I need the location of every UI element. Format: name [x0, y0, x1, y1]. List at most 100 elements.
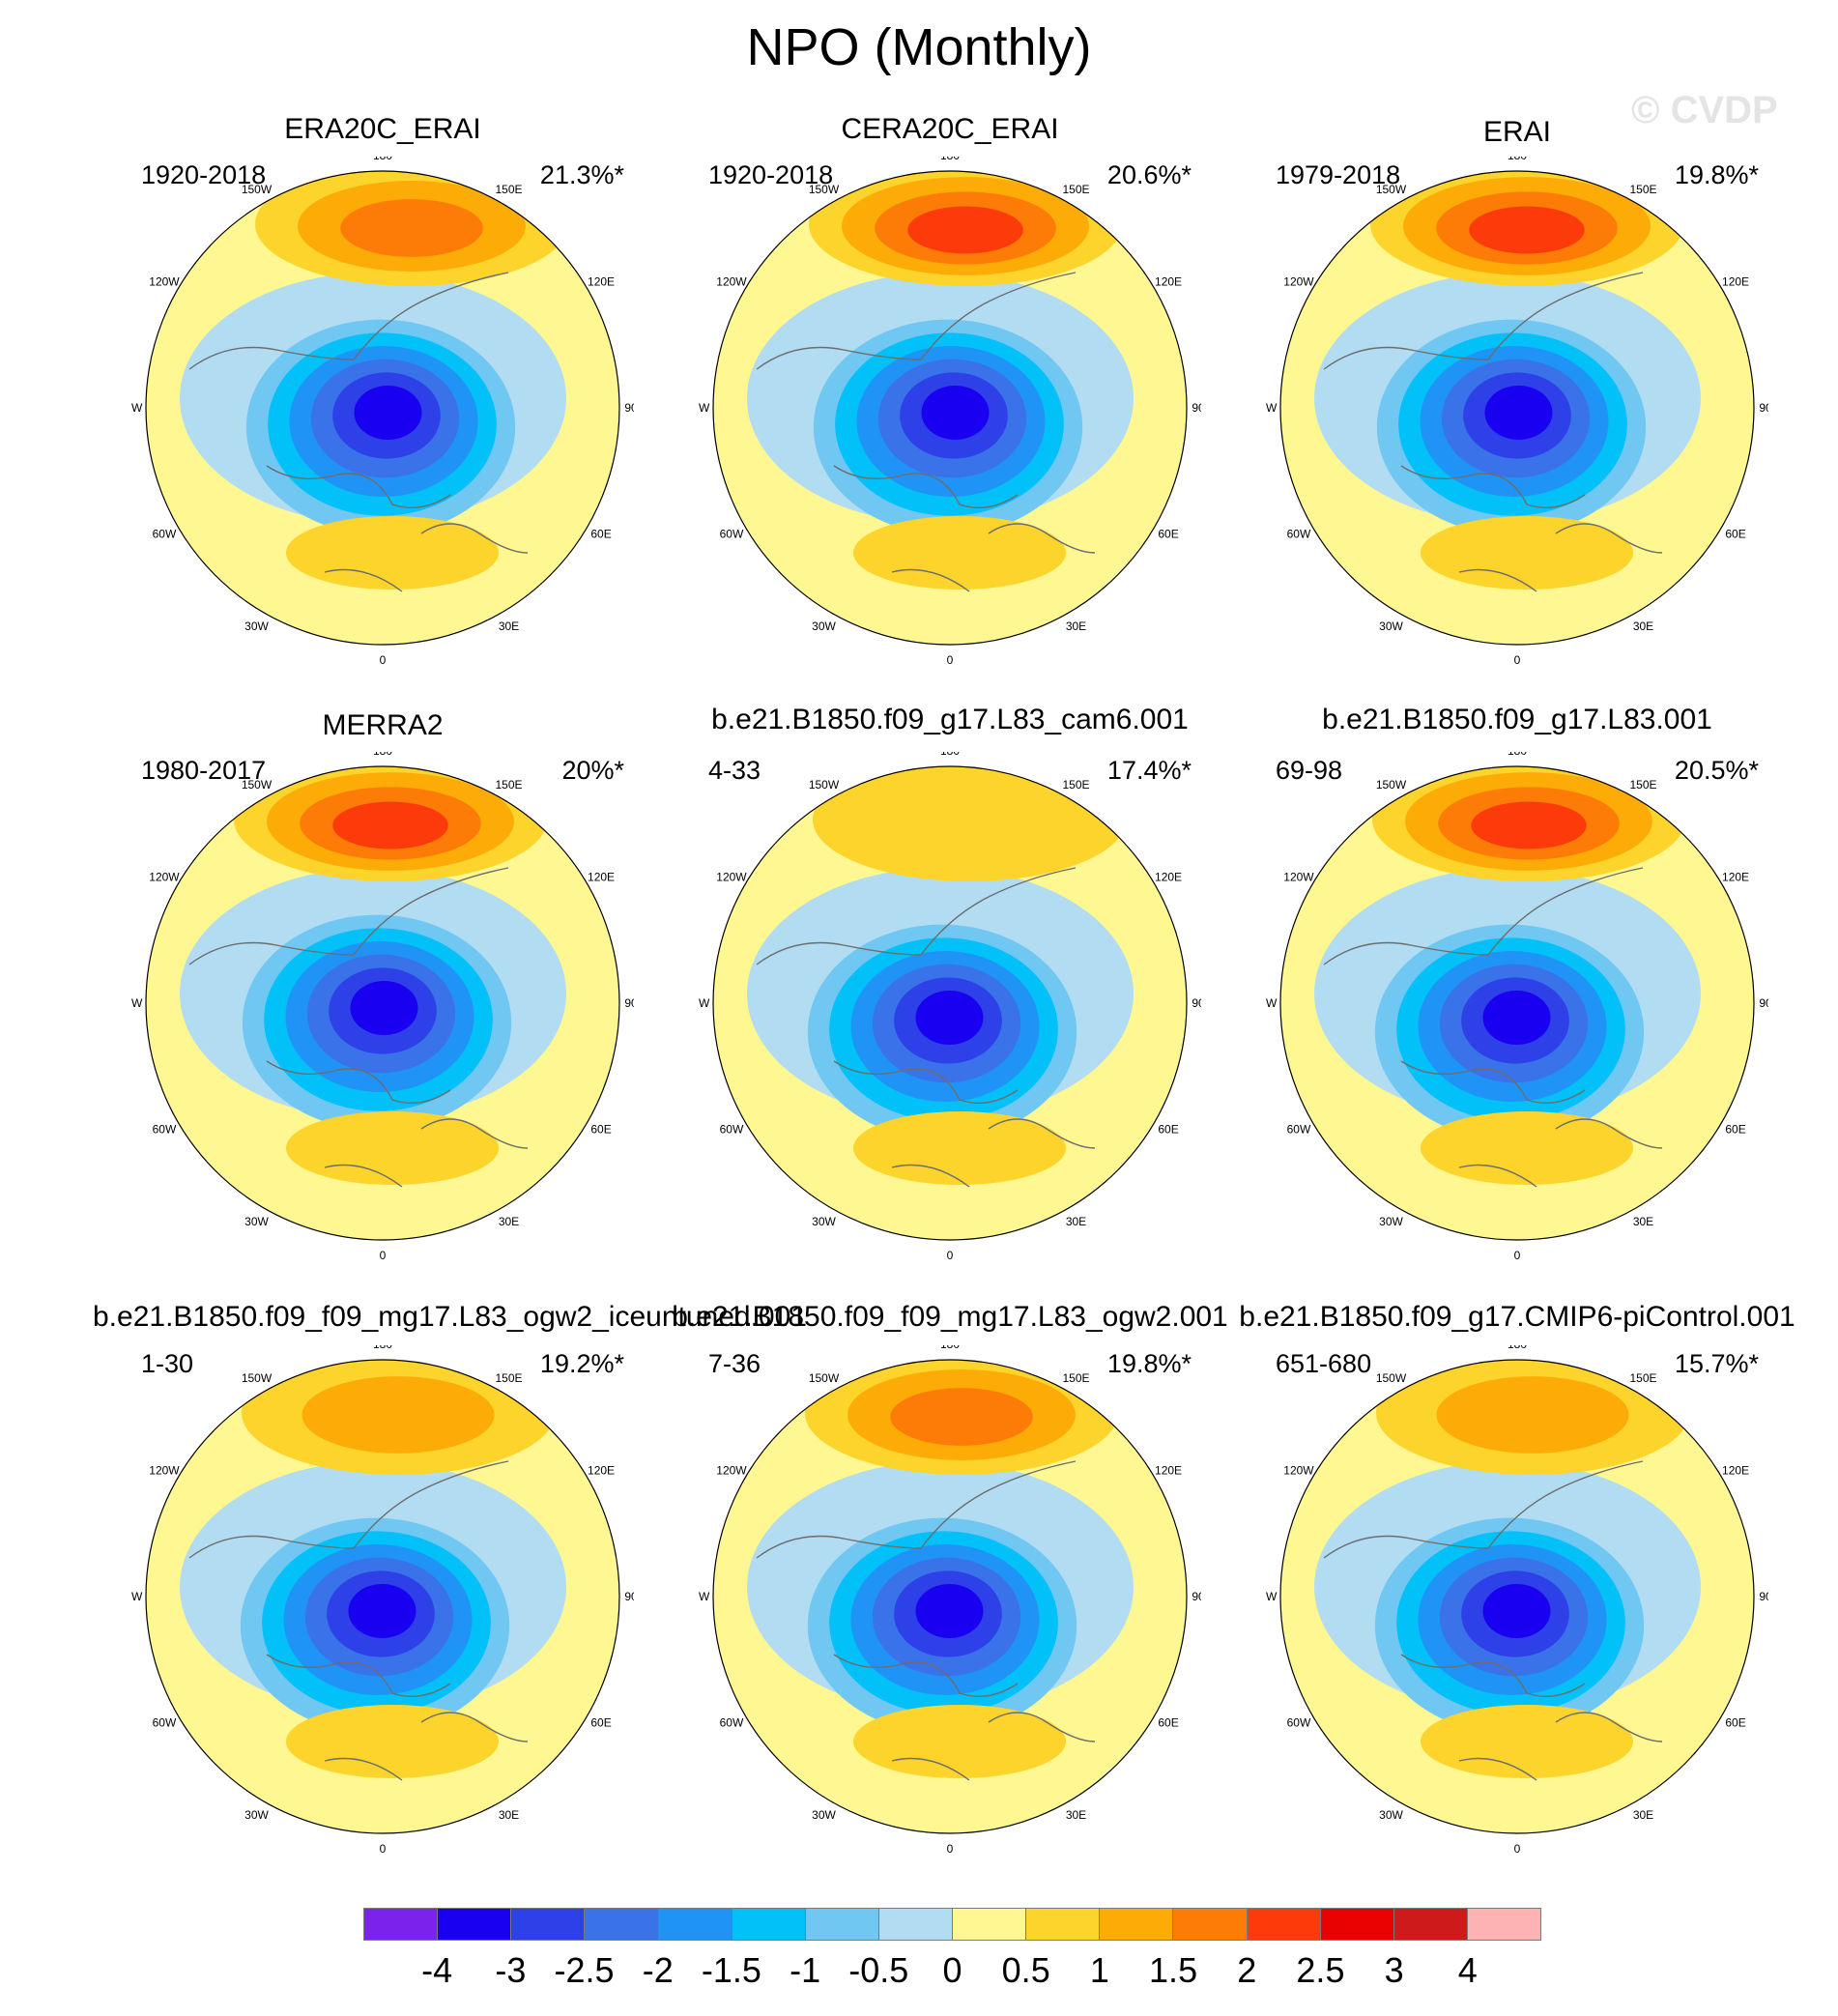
- longitude-label: 30E: [499, 1808, 519, 1822]
- polar-map: 180 150E 120E 90E 60E 30E 0 30W 60W 90W 120W 150W: [699, 1345, 1201, 1856]
- map-boundary: [145, 170, 620, 646]
- map-boundary: [1279, 765, 1755, 1241]
- map-boundary: [712, 765, 1188, 1241]
- colorbar-tick-label: 2.5: [1296, 1950, 1345, 1990]
- colorbar-swatch: [363, 1908, 439, 1941]
- colorbar-swatch: [1173, 1908, 1248, 1941]
- longitude-label: 120E: [588, 871, 615, 884]
- longitude-label: 120W: [716, 871, 747, 884]
- longitude-label: 60W: [1287, 1123, 1311, 1137]
- negative-contour-fill: [350, 981, 418, 1035]
- positive-contour-fill: [332, 801, 448, 850]
- map-boundary: [1279, 1359, 1755, 1834]
- longitude-label: 120W: [716, 1464, 747, 1478]
- longitude-label: 150W: [242, 183, 273, 196]
- positive-contour-fill: [1421, 516, 1633, 590]
- longitude-label: 30E: [1633, 619, 1653, 633]
- colorbar-swatch: [878, 1908, 953, 1941]
- positive-contour-fill: [853, 1705, 1066, 1778]
- longitude-label: 0: [380, 1842, 387, 1856]
- panel-title: ERA20C_ERAI: [284, 113, 481, 145]
- polar-map: 180 150E 120E 90E 60E 30E 0 30W 60W 90W 120W 150W: [131, 157, 634, 667]
- longitude-label: 30W: [244, 1808, 269, 1822]
- panel-title: b.e21.B1850.f09_g17.CMIP6-piControl.001: [1239, 1301, 1795, 1333]
- positive-contour-fill: [1436, 1376, 1629, 1454]
- longitude-label: 120W: [1283, 275, 1314, 289]
- coastline: [756, 1460, 1096, 1781]
- longitude-label: 180: [373, 752, 392, 758]
- longitude-label: 150E: [1062, 183, 1089, 196]
- map-panel: b.e21.B1850.f09_g17.L83.00169-9820.5%*18…: [1227, 704, 1807, 1322]
- longitude-label: 150E: [1062, 778, 1089, 792]
- map-boundary: [712, 170, 1188, 646]
- longitude-label: 120W: [716, 275, 747, 289]
- longitude-label: 60W: [153, 1716, 177, 1730]
- longitude-label: 150W: [1376, 183, 1407, 196]
- positive-contour-fill: [1471, 801, 1587, 850]
- colorbar-swatch: [585, 1908, 659, 1941]
- map-panel: b.e21.B1850.f09_g17.CMIP6-piControl.001 6…: [1227, 1297, 1807, 1915]
- longitude-label: 90W: [131, 996, 143, 1010]
- longitude-label: 180: [940, 752, 960, 758]
- positive-contour-fill: [907, 206, 1023, 254]
- colorbar-swatch: [1026, 1908, 1101, 1941]
- longitude-label: 120E: [588, 1464, 615, 1478]
- colorbar-tick-label: -2: [642, 1950, 674, 1990]
- longitude-label: 120W: [149, 1464, 180, 1478]
- positive-contour-fill: [853, 1111, 1066, 1185]
- longitude-label: 0: [947, 1249, 954, 1262]
- longitude-label: 30E: [1633, 1808, 1653, 1822]
- panel-title: CERA20C_ERAI: [841, 113, 1059, 145]
- longitude-label: 180: [1508, 752, 1527, 758]
- positive-contour-fill: [286, 516, 499, 590]
- colorbar-swatch: [805, 1908, 879, 1941]
- polar-map: 180 150E 120E 90E 60E 30E 0 30W 60W 90W 120W 150W: [131, 752, 634, 1262]
- negative-contour-fill: [915, 1584, 984, 1638]
- colorbar-tick-label: 2: [1237, 1950, 1257, 1990]
- negative-contour-fill: [1482, 991, 1551, 1045]
- positive-contour-fill: [286, 1705, 499, 1778]
- coastline: [1323, 272, 1663, 592]
- longitude-label: 90W: [131, 401, 143, 415]
- longitude-label: 30W: [1379, 619, 1403, 633]
- panel-title: ERAI: [1482, 116, 1552, 148]
- panel-variance-percent: 20.5%*: [1674, 756, 1759, 785]
- map-panel: b.e21.B1850.f09_g17.L83_cam6.001 4-33 17.4…: [660, 704, 1240, 1322]
- negative-contour-fill: [1484, 386, 1553, 440]
- longitude-label: 30E: [1633, 1215, 1653, 1228]
- panel-variance-percent: 20%*: [561, 756, 624, 785]
- longitude-label: 60E: [590, 1123, 611, 1137]
- colorbar-swatch: [1247, 1908, 1321, 1941]
- panel-period: 1979-2018: [1276, 160, 1401, 189]
- colorbar-swatch: [1320, 1908, 1394, 1941]
- longitude-label: 120E: [1722, 871, 1749, 884]
- coastline: [188, 1460, 529, 1781]
- colorbar-tick-label: -1.5: [701, 1950, 761, 1990]
- polar-map: 180 150E 120E 90E 60E 30E 0 30W 60W 90W 120W 150W: [1266, 752, 1768, 1262]
- longitude-label: 120E: [1155, 275, 1182, 289]
- positive-contour-fill: [853, 516, 1066, 590]
- longitude-label: 90W: [1266, 996, 1278, 1010]
- longitude-label: 60W: [720, 528, 744, 541]
- longitude-label: 180: [373, 157, 392, 162]
- panel-variance-percent: 19.8%*: [1106, 1349, 1192, 1378]
- coastline: [188, 272, 529, 592]
- longitude-label: 120E: [1155, 871, 1182, 884]
- colorbar-swatch: [1100, 1908, 1174, 1941]
- longitude-label: 30W: [1379, 1808, 1403, 1822]
- longitude-label: 120W: [149, 275, 180, 289]
- longitude-label: 150E: [495, 183, 522, 196]
- longitude-label: 90W: [699, 996, 710, 1010]
- longitude-label: 60E: [590, 1716, 611, 1730]
- longitude-label: 150W: [242, 1371, 273, 1385]
- colorbar-tick-label: 0: [942, 1950, 962, 1990]
- positive-contour-fill: [1469, 206, 1585, 254]
- panel-title: b.e21.B1850.f09_g17.L83_cam6.001: [711, 704, 1189, 735]
- longitude-label: 30W: [812, 619, 836, 633]
- longitude-label: 90E: [1192, 401, 1201, 415]
- colorbar-boxes: [363, 1908, 1541, 1941]
- positive-contour-fill: [813, 766, 1126, 881]
- longitude-label: 150E: [1629, 778, 1656, 792]
- longitude-label: 30E: [1066, 1808, 1086, 1822]
- longitude-label: 120W: [1283, 1464, 1314, 1478]
